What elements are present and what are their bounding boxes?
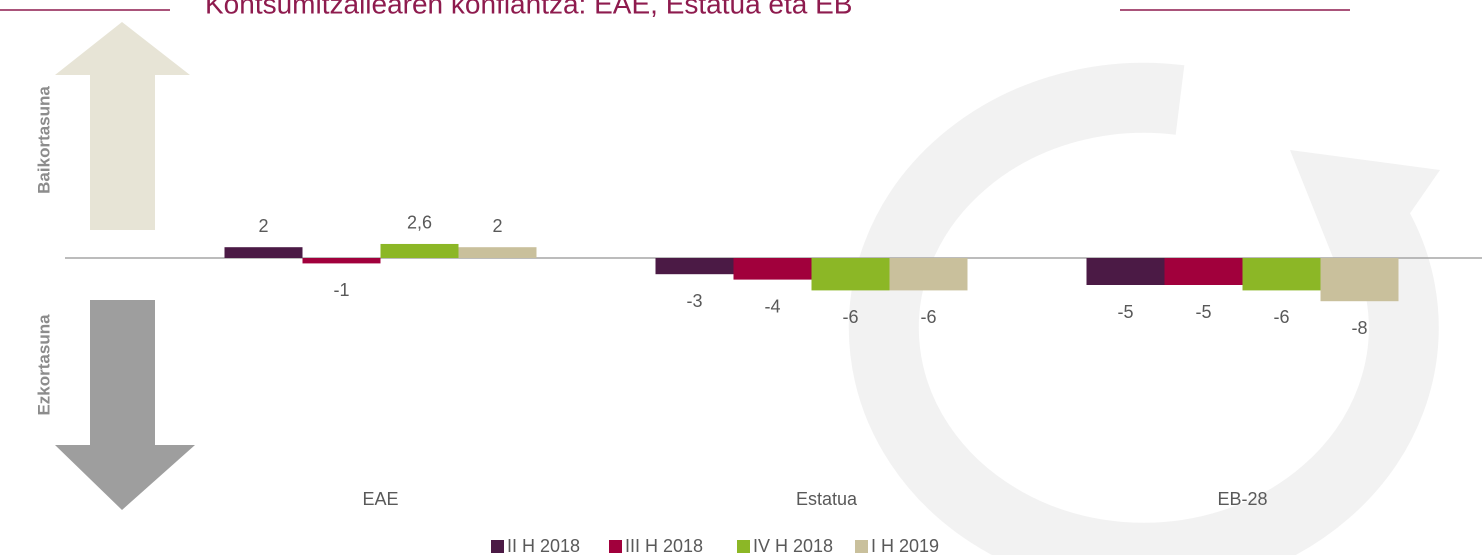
data-label: -5	[1195, 302, 1211, 322]
down-arrow	[55, 300, 195, 510]
legend-label: IV H 2018	[753, 536, 833, 555]
data-label: -6	[842, 307, 858, 327]
bar	[380, 243, 459, 258]
chart-title: Kontsumitzailearen konfiantza: EAE, Esta…	[205, 0, 852, 19]
legend-swatch	[737, 540, 750, 553]
legend-swatch	[491, 540, 504, 553]
data-label: -4	[764, 296, 780, 316]
bar	[458, 247, 537, 258]
bar	[1242, 258, 1321, 291]
bar	[655, 258, 734, 275]
bar	[733, 258, 812, 280]
x-tick-label: EAE	[362, 489, 398, 509]
legend-label: III H 2018	[625, 536, 703, 555]
bar	[1320, 258, 1399, 302]
up-arrow	[55, 22, 190, 230]
bar	[1086, 258, 1165, 285]
ring-arrowhead	[1290, 150, 1440, 300]
ring-arc	[848, 62, 1439, 555]
bar	[889, 258, 968, 291]
background-ring	[848, 62, 1440, 555]
x-tick-label: Estatua	[796, 489, 858, 509]
legend-label: II H 2018	[507, 536, 580, 555]
data-label: -8	[1351, 318, 1367, 338]
data-label: 2	[258, 216, 268, 236]
bar	[811, 258, 890, 291]
bar	[1164, 258, 1243, 285]
data-label: 2	[492, 216, 502, 236]
data-label: -6	[1273, 307, 1289, 327]
data-label: 2,6	[407, 213, 432, 233]
data-label: -5	[1117, 302, 1133, 322]
y-label: Baikortasuna	[34, 86, 53, 194]
optimism-arrow	[55, 22, 195, 510]
y-label: Ezkortasuna	[34, 314, 53, 416]
bar	[224, 247, 303, 258]
legend-swatch	[855, 540, 868, 553]
data-label: -6	[920, 307, 936, 327]
bar	[302, 258, 381, 264]
legend-label: I H 2019	[871, 536, 939, 555]
legend-swatch	[609, 540, 622, 553]
data-label: -3	[686, 291, 702, 311]
data-label: -1	[333, 280, 349, 300]
x-tick-label: EB-28	[1217, 489, 1267, 509]
